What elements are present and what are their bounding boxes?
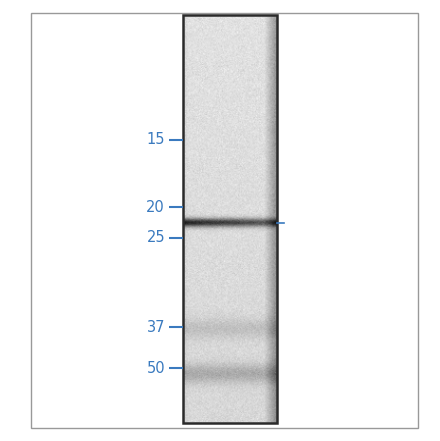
Text: 15: 15 — [147, 132, 165, 147]
Text: 25: 25 — [147, 230, 165, 245]
Text: 50: 50 — [147, 361, 165, 376]
Bar — [31, 13, 418, 428]
Bar — [183, 15, 277, 423]
Text: 37: 37 — [147, 320, 165, 335]
Text: 20: 20 — [146, 200, 165, 215]
